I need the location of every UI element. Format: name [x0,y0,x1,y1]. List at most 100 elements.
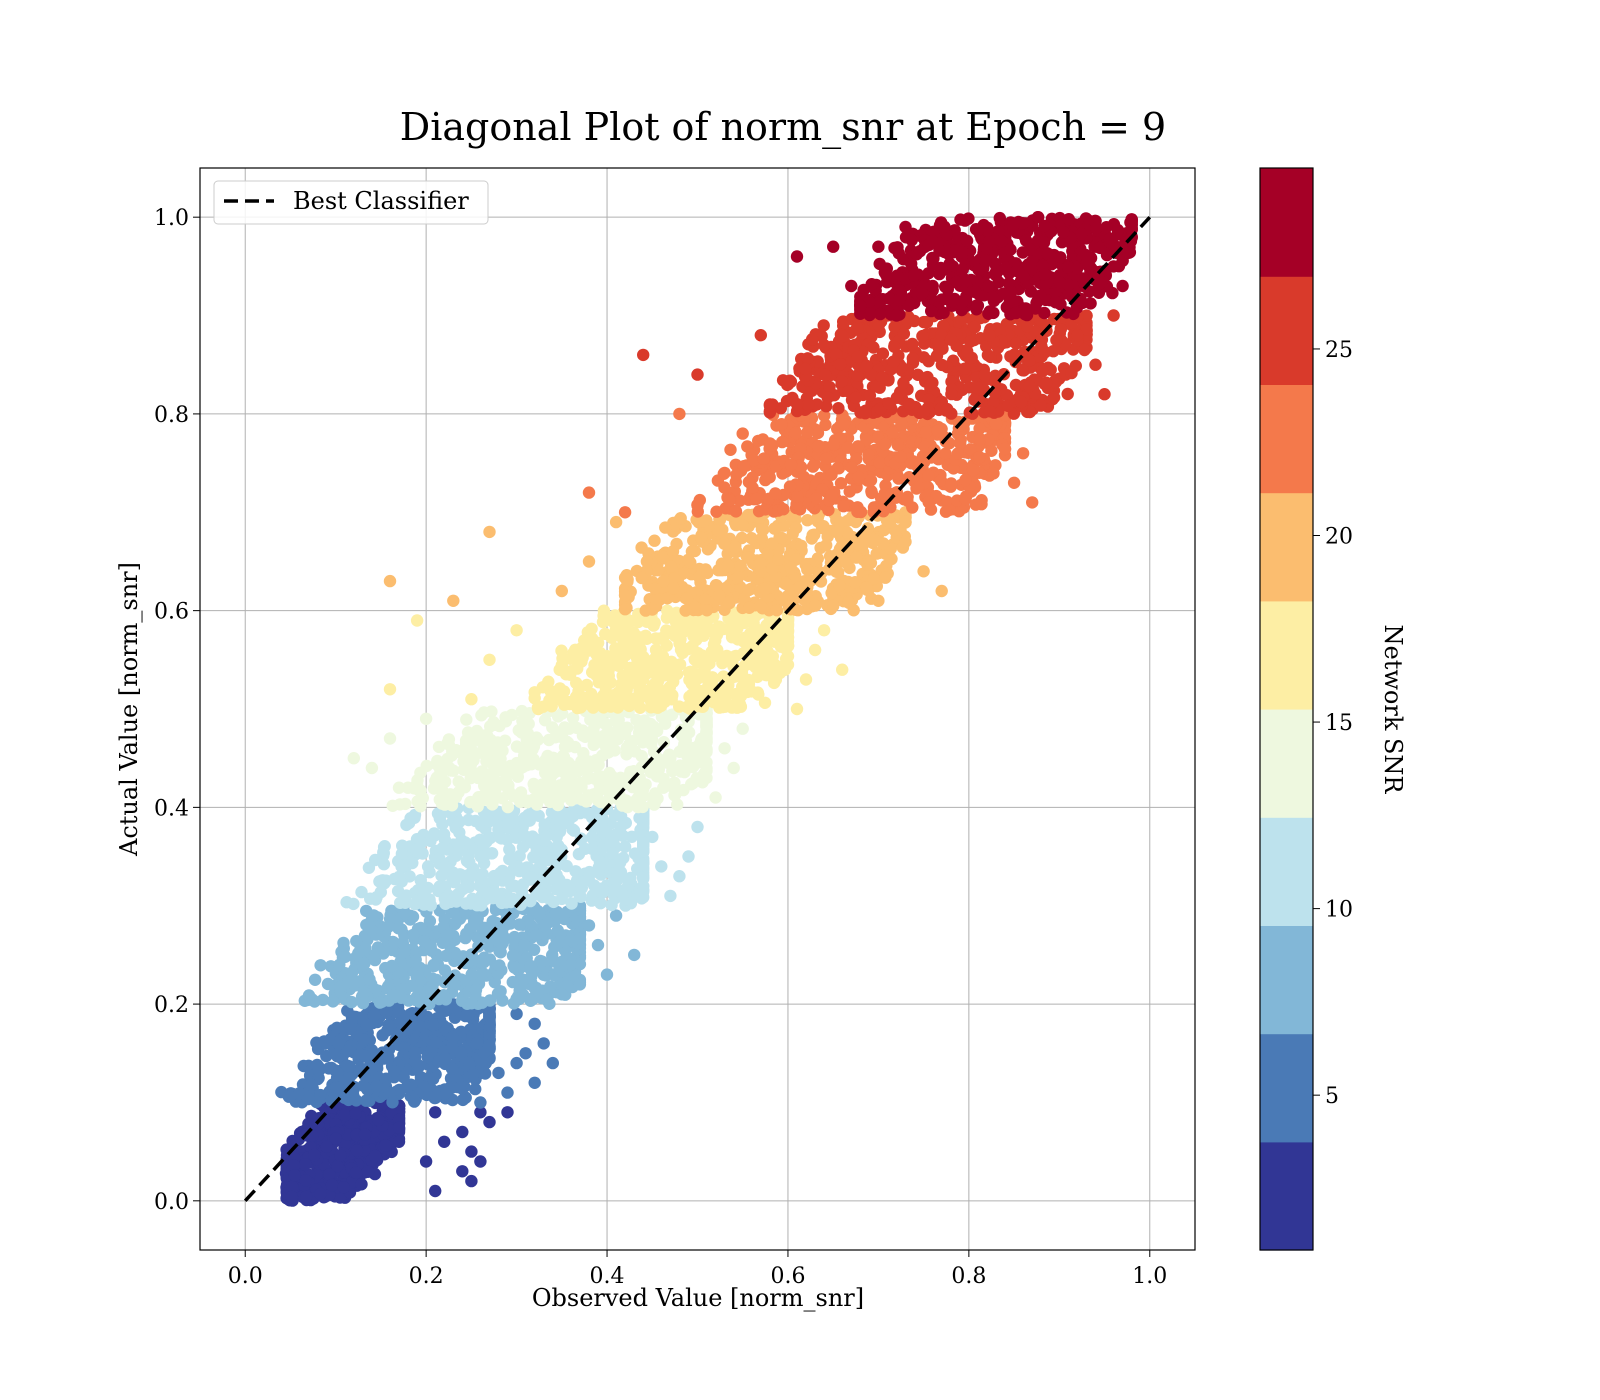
scatter-point [585,842,599,855]
scatter-point [611,629,625,642]
scatter-point [357,1033,370,1046]
scatter-point [513,918,526,931]
scatter-point [755,523,769,536]
scatter-point [939,447,952,460]
scatter-point [663,663,677,677]
scatter-point [501,818,514,831]
scatter-point [457,763,470,776]
scatter-point [456,779,469,792]
scatter-point [573,957,587,971]
scatter-point [783,480,797,493]
scatter-point [524,994,537,1007]
scatter-point [350,934,363,948]
scatter-point [426,1018,440,1032]
scatter-point [445,1062,459,1075]
scatter-point [358,1049,371,1063]
scatter-point [626,735,639,748]
scatter-point [674,643,688,656]
scatter-point [486,915,499,928]
scatter-point [842,596,855,609]
scatter-point [895,418,909,431]
scatter-outlier-point [528,1076,541,1090]
scatter-point [966,463,980,477]
scatter-point [700,725,713,738]
scatter-point [668,761,682,774]
scatter-point [359,1094,373,1107]
scatter-point [305,1078,318,1092]
scatter-point [905,457,918,470]
scatter-outlier-point [1007,476,1021,489]
scatter-point [427,958,440,972]
scatter-point [632,670,646,683]
scatter-point [541,854,555,867]
scatter-point [736,519,750,532]
scatter-point [770,604,784,617]
scatter-point [536,681,549,694]
scatter-point [683,690,696,703]
scatter-point [851,505,864,518]
scatter-point [606,847,619,860]
scatter-point [912,481,925,494]
scatter-outlier-point [447,594,460,607]
scatter-point [559,668,573,681]
scatter-outlier-point [564,958,578,971]
scatter-point [553,821,567,834]
scatter-point [759,582,772,596]
scatter-point [426,979,439,993]
scatter-point [767,676,781,690]
scatter-point [461,726,475,739]
scatter-point [371,943,385,956]
scatter-point [851,350,864,363]
scatter-point [775,418,788,431]
scatter-point [437,989,450,1002]
scatter-point [845,461,858,474]
scatter-outlier-point [790,702,804,716]
scatter-point [370,1080,384,1093]
scatter-point [627,645,640,659]
scatter-outlier-point [483,525,496,539]
scatter-point [610,874,623,887]
scatter-point [373,875,386,888]
scatter-point [439,1004,452,1017]
scatter-point [765,537,779,550]
scatter-outlier-point [872,594,885,607]
scatter-point [710,628,724,641]
scatter-point [485,847,498,860]
scatter-point [651,564,665,577]
scatter-point [382,979,395,993]
scatter-point [810,492,823,505]
scatter-point [919,426,933,439]
scatter-point [961,345,974,358]
scatter-point [850,551,863,564]
scatter-outlier-point [1026,496,1039,509]
scatter-point [834,477,848,490]
scatter-point [817,520,830,533]
scatter-point [867,341,880,354]
scatter-outlier-point [618,506,632,519]
scatter-point [703,684,717,697]
scatter-point [724,443,737,456]
scatter-point [433,880,446,893]
scatter-point [542,733,556,747]
scatter-point [410,833,424,846]
scatter-outlier-point [655,860,668,873]
scatter-point [608,884,622,897]
scatter-point [595,816,608,829]
scatter-point [584,713,597,726]
scatter-point [819,368,832,381]
scatter-point [499,711,512,724]
scatter-point [860,359,874,373]
scatter-outlier-point [790,397,804,411]
scatter-outlier-point [736,427,749,440]
scatter-outlier-point [501,1106,514,1119]
scatter-point [673,658,687,671]
scatter-point [575,793,589,806]
scatter-point [302,1117,315,1131]
scatter-point [344,1021,357,1035]
scatter-point [560,859,573,873]
scatter-point [508,961,521,974]
scatter-point [906,352,919,365]
scatter-point [587,879,601,892]
scatter-point [355,1178,368,1191]
scatter-point [827,599,840,613]
